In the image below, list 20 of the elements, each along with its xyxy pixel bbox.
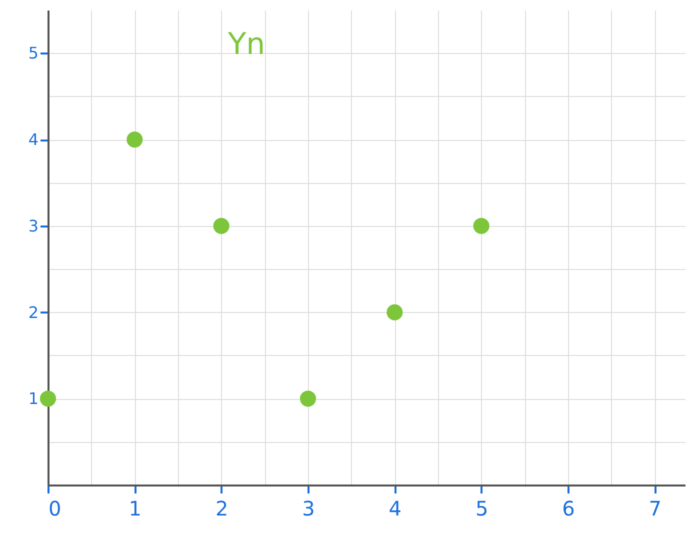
x-tick-label: 1 [128, 496, 142, 520]
point [300, 390, 316, 407]
y-tick-label: 2 [28, 302, 38, 322]
x-tick-label: 6 [562, 496, 575, 520]
y-tick-label: 4 [28, 130, 38, 150]
y-tick-label: 3 [28, 216, 38, 236]
x-tick-label: 2 [215, 496, 228, 520]
point [126, 132, 143, 148]
x-tick-label: 7 [648, 496, 662, 520]
point [40, 390, 56, 407]
y-tick-label: 5 [28, 44, 38, 63]
x-tick-label: 5 [475, 496, 488, 520]
x-tick-label: 4 [388, 496, 402, 520]
x-tick-label: 3 [302, 496, 315, 520]
point [386, 304, 403, 320]
text: Yn [226, 27, 266, 62]
point [473, 218, 490, 234]
point [213, 218, 230, 234]
y-tick-label: 1 [28, 389, 38, 408]
x-tick-label: 0 [48, 496, 62, 520]
